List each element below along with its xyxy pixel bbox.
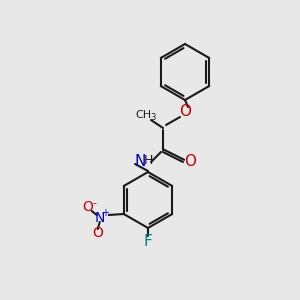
Text: O: O	[184, 154, 196, 169]
Text: +: +	[101, 208, 109, 218]
Text: 3: 3	[150, 112, 156, 122]
Text: N: N	[134, 154, 146, 169]
Text: O: O	[179, 104, 191, 119]
Text: F: F	[144, 235, 152, 250]
Text: H: H	[143, 154, 153, 167]
Text: O: O	[82, 200, 93, 214]
Text: O: O	[92, 226, 103, 240]
Text: -: -	[93, 198, 97, 208]
Text: N: N	[94, 211, 105, 225]
Text: CH: CH	[135, 110, 151, 120]
